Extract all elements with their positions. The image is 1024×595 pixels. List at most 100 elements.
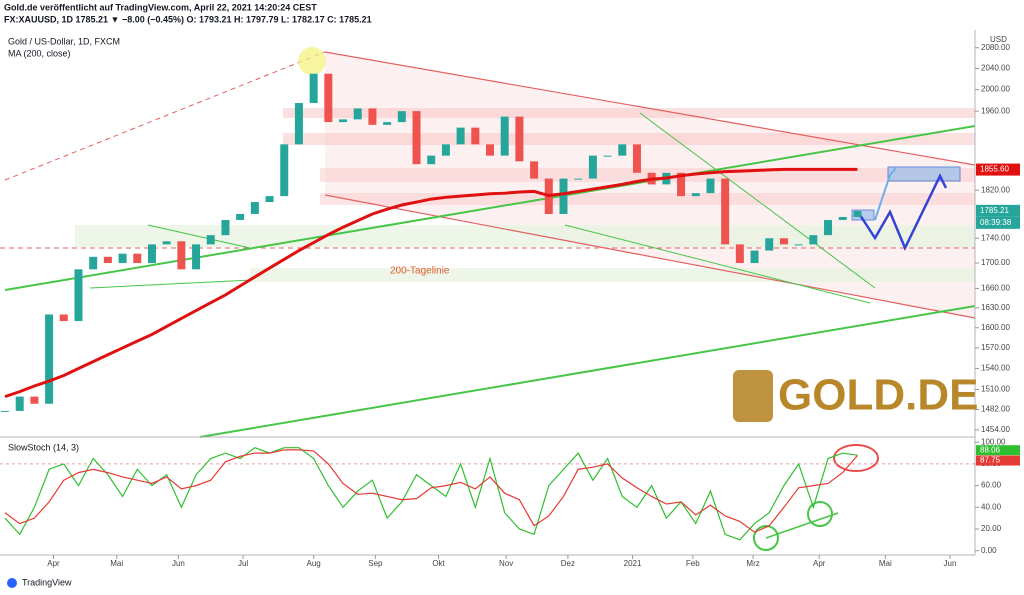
candle — [250, 202, 259, 214]
candle — [339, 119, 348, 123]
ma-line — [4, 167, 858, 399]
x-tick-label: Mai — [110, 559, 123, 568]
y-tick-label: 1630.00 — [981, 303, 1010, 312]
header-line-2: FX:XAUUSD, 1D 1785.21 ▼ −8.00 (−0.45%) O… — [4, 14, 372, 24]
candle — [779, 238, 788, 245]
candle — [89, 256, 98, 270]
candle — [45, 314, 54, 404]
y-tick-label: 60.00 — [981, 481, 1002, 490]
y-tick-label: 1660.00 — [981, 284, 1010, 293]
candle — [456, 127, 465, 145]
header-line-1: Gold.de veröffentlicht auf TradingView.c… — [4, 2, 317, 12]
candle — [368, 108, 377, 125]
drawings — [0, 47, 976, 551]
brand-icon — [7, 578, 17, 588]
x-tick-label: Sep — [368, 559, 383, 568]
value-label-box — [976, 455, 1020, 466]
candle — [133, 253, 142, 264]
candle — [824, 219, 833, 236]
candle — [309, 73, 318, 104]
candle — [500, 116, 509, 156]
candle — [721, 178, 730, 245]
value-label: 88.06 — [980, 445, 1001, 454]
y-tick-label: 1510.00 — [981, 385, 1010, 394]
candle — [59, 314, 68, 322]
candle — [147, 244, 156, 264]
candle — [324, 73, 333, 123]
stoch-line — [4, 449, 858, 533]
candle — [15, 396, 24, 411]
candle — [765, 238, 774, 251]
x-tick-label: Dez — [561, 559, 575, 568]
candle — [74, 269, 83, 322]
candle — [471, 127, 480, 145]
candle — [588, 155, 597, 179]
x-tick-label: Aug — [307, 559, 321, 568]
candle — [530, 161, 539, 179]
stoch-title: SlowStoch (14, 3) — [8, 442, 79, 452]
candle — [177, 241, 186, 270]
candle — [735, 244, 744, 264]
brand: TradingView — [22, 577, 72, 587]
candle — [677, 172, 686, 197]
y-tick-label: 0.00 — [981, 546, 997, 555]
candle — [441, 144, 450, 156]
stoch-line — [4, 446, 858, 541]
x-tick-label: Mai — [879, 559, 892, 568]
y-tick-label: 100.00 — [981, 437, 1006, 446]
candle — [618, 144, 627, 156]
price-label-box — [976, 163, 1020, 176]
candle — [706, 178, 715, 194]
x-tick-label: Feb — [686, 559, 700, 568]
logo: GOLD.DE — [778, 371, 978, 420]
x-tick-label: Apr — [47, 559, 60, 568]
main-title: Gold / US-Dollar, 1D, FXCM — [8, 36, 120, 46]
candle — [236, 213, 245, 220]
candle — [412, 111, 421, 165]
countdown: 08:39:38 — [980, 218, 1012, 227]
y-tick-label: 1820.00 — [981, 185, 1010, 194]
value-label: 87.75 — [980, 456, 1001, 465]
price-label-box — [976, 204, 1020, 217]
candle — [427, 155, 436, 165]
y-tick-label: 2000.00 — [981, 85, 1010, 94]
y-tick-label: 1454.00 — [981, 425, 1010, 434]
candle — [632, 144, 641, 173]
y-tick-label: 1740.00 — [981, 233, 1010, 242]
y-tick-label: 2080.00 — [981, 43, 1010, 52]
y-tick-label: 20.00 — [981, 524, 1002, 533]
y-tick-label: 1600.00 — [981, 323, 1010, 332]
candle — [559, 178, 568, 214]
candle — [1, 410, 9, 412]
y-tick-label: 40.00 — [981, 502, 1002, 511]
x-tick-label: 2021 — [624, 559, 642, 568]
value-label-box — [976, 445, 1020, 456]
candle — [574, 178, 583, 180]
candle — [206, 235, 215, 245]
candle — [30, 396, 39, 404]
candle — [853, 210, 862, 217]
candle — [192, 244, 201, 270]
ma-annotation: 200-Tagelinie — [390, 266, 450, 277]
legend-ma: MA (200, close) — [8, 48, 71, 58]
candle — [294, 103, 303, 145]
candle — [221, 219, 230, 236]
candle — [265, 196, 274, 203]
candle — [162, 241, 171, 245]
candle — [794, 244, 803, 246]
candle — [103, 256, 112, 264]
x-tick-label: Nov — [499, 559, 513, 568]
candle — [515, 116, 524, 162]
y-tick-label: 1482.00 — [981, 405, 1010, 414]
candle — [691, 193, 700, 197]
candle — [383, 122, 392, 125]
candle — [280, 144, 289, 197]
candle — [486, 144, 494, 156]
candle — [603, 155, 612, 157]
candle — [397, 111, 406, 123]
x-tick-label: Mrz — [746, 559, 759, 568]
x-tick-label: Apr — [813, 559, 826, 568]
y-tick-label: 1700.00 — [981, 258, 1010, 267]
candle — [750, 250, 759, 264]
